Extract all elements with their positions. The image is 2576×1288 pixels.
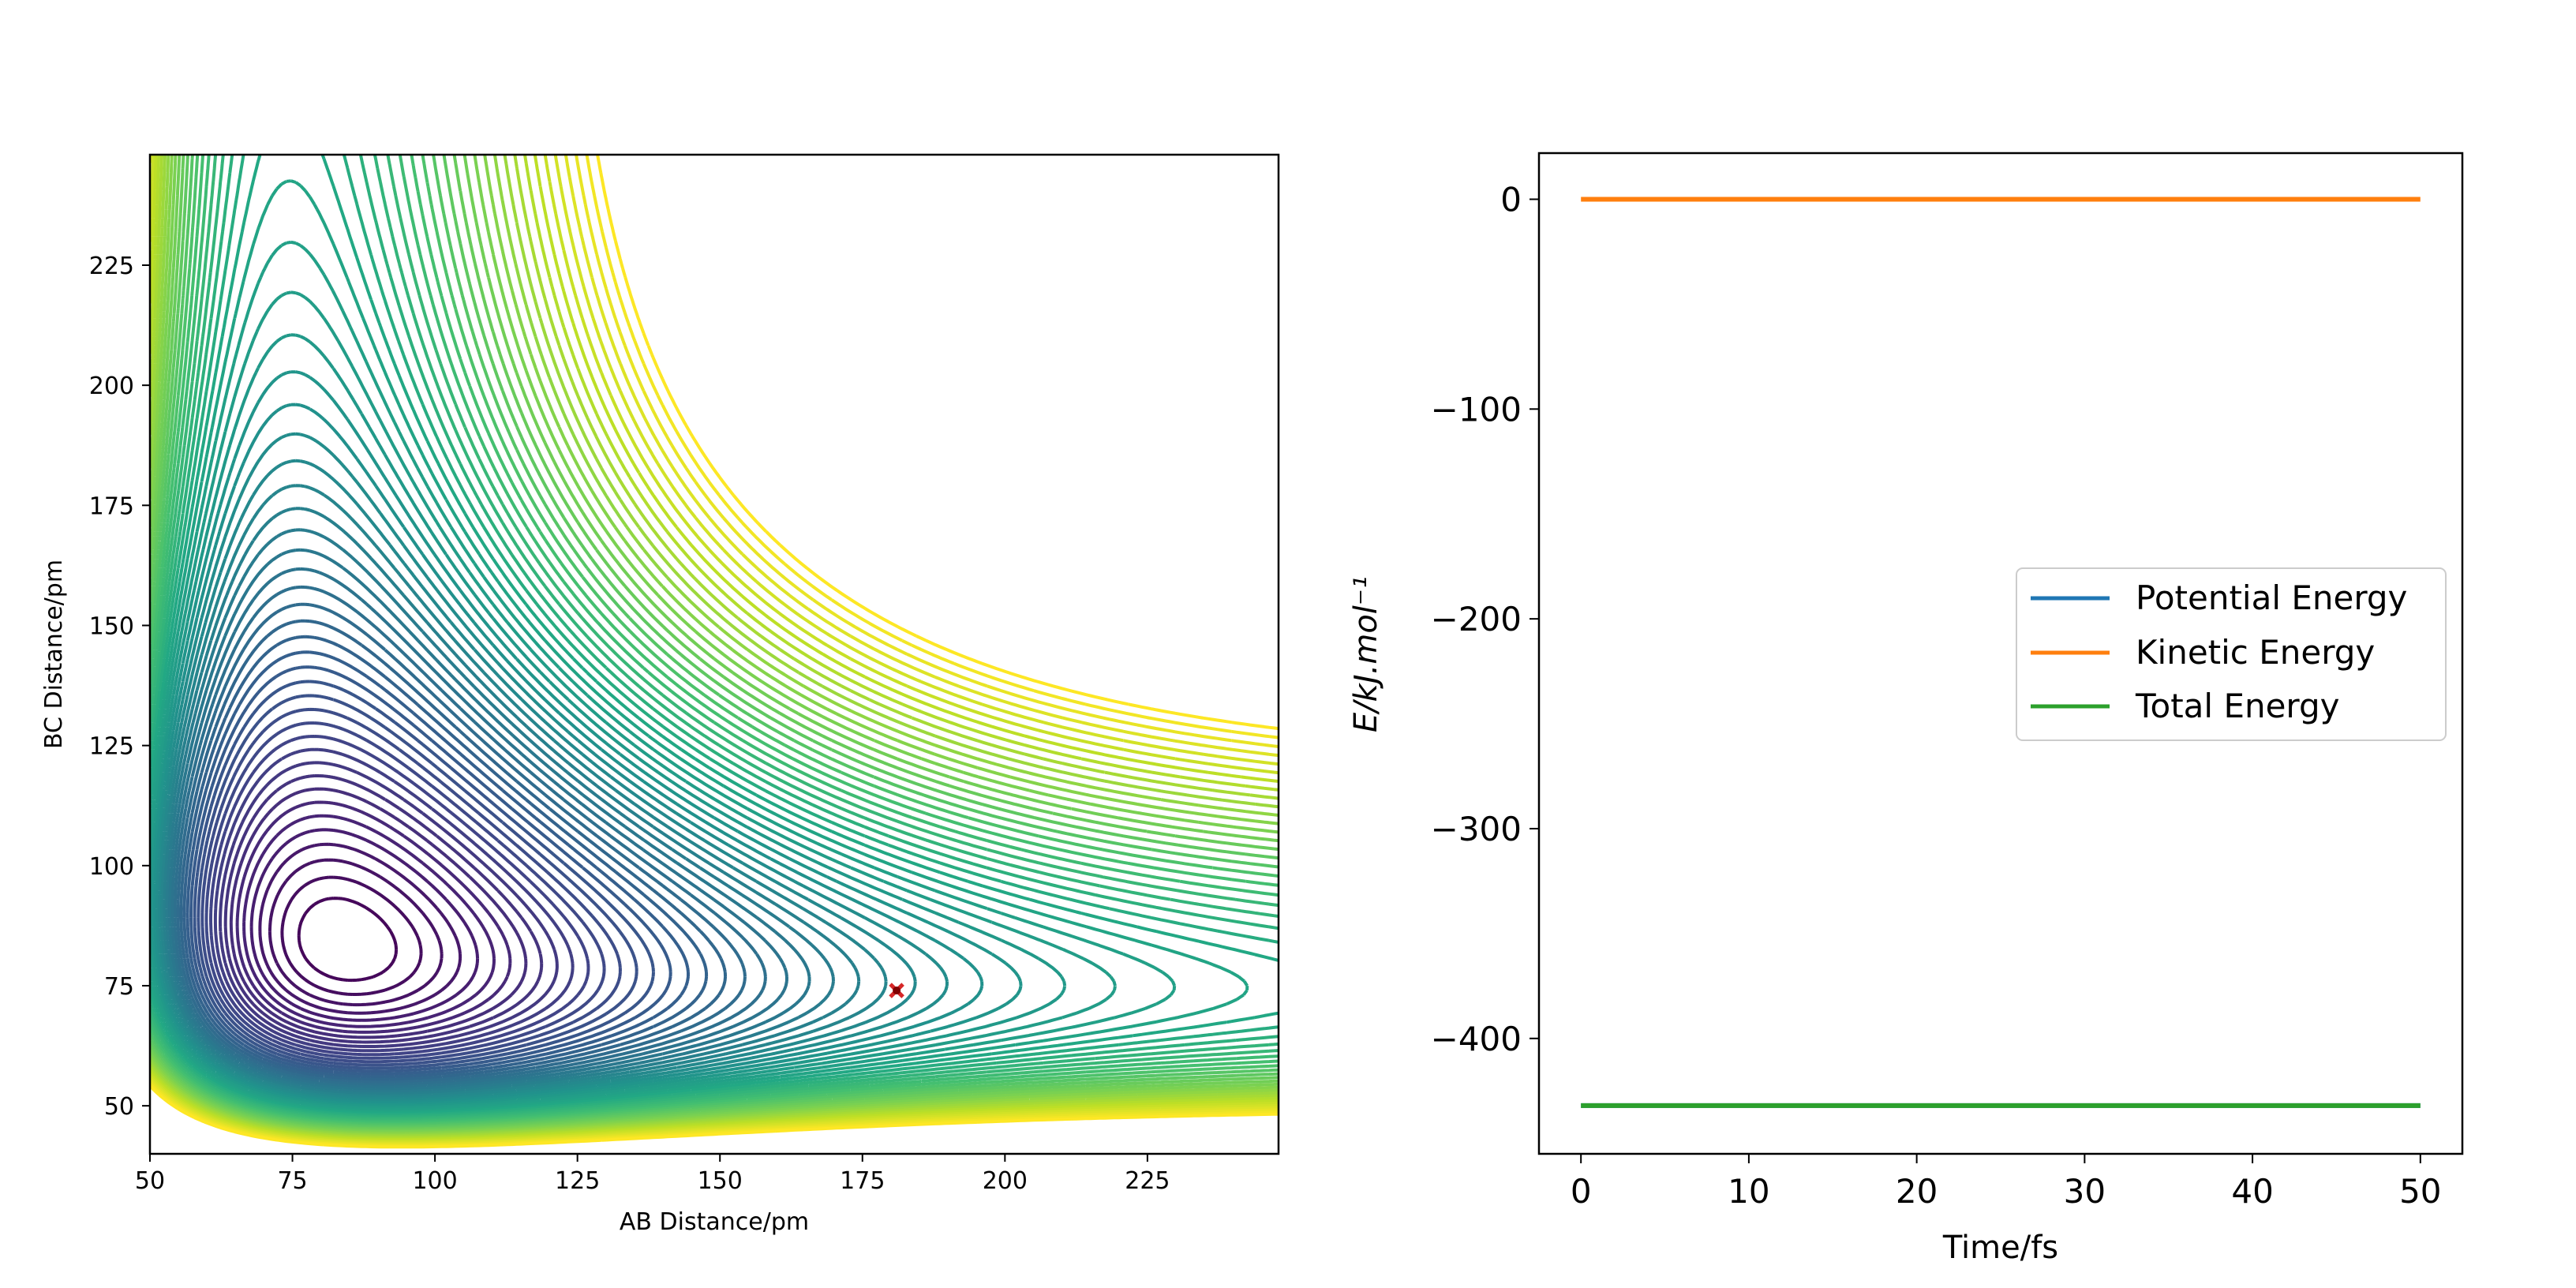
contour-level [280, 875, 423, 996]
contour-level [189, 665, 672, 1073]
y-tick-label: 200 [89, 373, 134, 400]
contour-plot-area [150, 155, 1279, 1154]
y-tick-label: 125 [89, 733, 134, 761]
x-tick-label: 50 [2399, 1172, 2441, 1211]
contour-level [182, 635, 709, 1079]
contour-level [170, 567, 788, 1089]
y-tick-label: −200 [1431, 600, 1522, 638]
contour-level [150, 290, 1117, 1110]
y-tick-label: 100 [89, 853, 134, 881]
legend-label-kinetic: Kinetic Energy [2136, 633, 2375, 672]
contour-level [258, 842, 462, 1015]
contour-level [150, 155, 1279, 1149]
contour-plot: 50 75 100 125 150 175 200 225 50 75 100 125 150 175 2… [40, 153, 1280, 1236]
y-axis-label: E/kJ.mol⁻¹ [1348, 576, 1384, 732]
contour-level [162, 507, 861, 1096]
contour-level [179, 619, 728, 1081]
contour-level [150, 155, 1279, 1118]
contour-level [235, 800, 512, 1034]
energy-lines [1581, 197, 2421, 1108]
contour-level [150, 179, 1249, 1114]
y-tick-label: −400 [1431, 1020, 1522, 1058]
x-axis-label: Time/fs [1942, 1230, 2058, 1266]
y-axis-label: BC Distance/pm [40, 560, 68, 749]
x-tick-label: 100 [412, 1167, 457, 1195]
x-tick-label: 200 [983, 1167, 1028, 1195]
x-axis-ticks: 50 75 100 125 150 175 200 225 [135, 1154, 1170, 1195]
contour-level [219, 761, 559, 1048]
contour-level [297, 897, 399, 983]
x-tick-label: 20 [1896, 1172, 1938, 1211]
contour-level [150, 333, 1067, 1108]
x-tick-label: 50 [135, 1167, 165, 1195]
legend: Potential Energy Kinetic Energy Total En… [2016, 567, 2447, 741]
contour-level [200, 707, 622, 1064]
contour-level [157, 459, 917, 1100]
contour-level [150, 155, 1279, 1117]
x-tick-label: 40 [2231, 1172, 2273, 1211]
contour-level [185, 650, 690, 1076]
energy-plot: 0 10 20 30 40 50 0 −100 −200 −300 −400 Time/fs E/… [1348, 152, 2464, 1266]
legend-label-potential: Potential Energy [2136, 578, 2407, 617]
contour-level [165, 528, 835, 1094]
contour-level [150, 155, 1279, 1115]
contour-lines [150, 155, 1279, 1149]
energy-plot-frame [1537, 152, 2464, 1155]
x-tick-label: 0 [1571, 1172, 1592, 1211]
legend-box [2016, 567, 2447, 741]
x-tick-label: 30 [2064, 1172, 2106, 1211]
y-tick-label: 150 [89, 612, 134, 640]
contour-level [242, 814, 496, 1028]
x-tick-label: 10 [1728, 1172, 1769, 1211]
legend-label-total: Total Energy [2135, 687, 2339, 725]
contour-level [268, 858, 444, 1007]
contour-level [193, 680, 655, 1070]
contour-level [213, 747, 575, 1053]
contour-level [173, 585, 767, 1087]
x-tick-label: 150 [698, 1167, 743, 1195]
y-tick-label: 225 [89, 253, 134, 280]
x-axis-ticks: 0 10 20 30 40 50 [1571, 1154, 2442, 1211]
contour-level [176, 602, 747, 1084]
contour-level [229, 787, 528, 1039]
contour-level [152, 402, 984, 1104]
contour-plot-frame [148, 153, 1280, 1155]
contour-level [167, 548, 811, 1091]
contour-level [249, 828, 480, 1022]
y-tick-label: −100 [1431, 390, 1522, 429]
contour-level [150, 370, 1023, 1106]
contour-level [223, 774, 544, 1044]
x-tick-label: 175 [840, 1167, 885, 1195]
x-tick-label: 75 [277, 1167, 307, 1195]
y-tick-label: 75 [104, 973, 134, 1001]
contour-level [150, 240, 1177, 1112]
y-tick-label: 175 [89, 492, 134, 520]
marker-point [893, 987, 901, 995]
x-axis-label: AB Distance/pm [620, 1208, 809, 1236]
y-tick-label: −300 [1431, 810, 1522, 848]
y-axis-ticks: 50 75 100 125 150 175 200 225 [89, 253, 150, 1121]
y-axis-ticks: 0 −100 −200 −300 −400 [1431, 180, 1539, 1058]
contour-level [159, 484, 888, 1098]
contour-level [155, 432, 949, 1103]
y-tick-label: 50 [104, 1093, 134, 1121]
contour-level [197, 694, 638, 1067]
x-tick-label: 225 [1125, 1167, 1170, 1195]
x-tick-label: 125 [555, 1167, 600, 1195]
contour-level [204, 721, 606, 1060]
y-tick-label: 0 [1500, 180, 1522, 219]
contour-level [209, 735, 590, 1057]
position-marker [889, 983, 904, 998]
